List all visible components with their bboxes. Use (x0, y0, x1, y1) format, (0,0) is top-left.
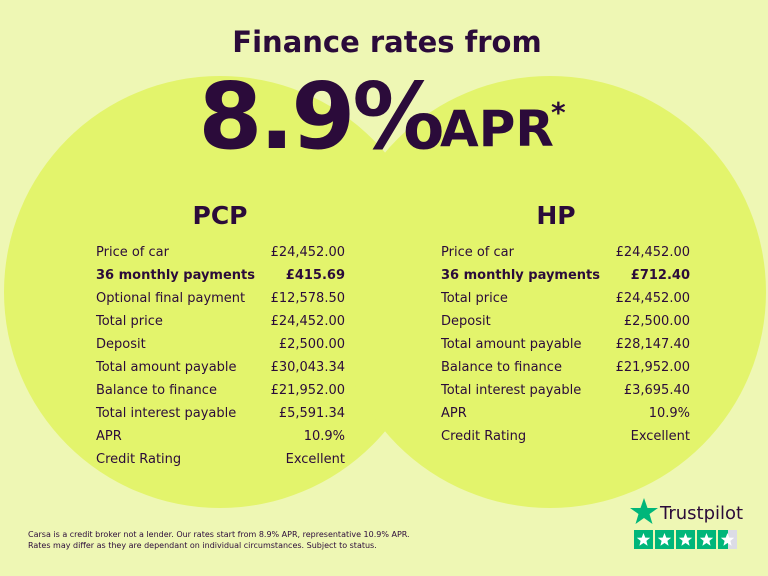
row-label: Credit Rating (441, 429, 526, 444)
rate-suffix: APR (440, 100, 554, 158)
title: Finance rates from (232, 25, 541, 59)
row-label: Total amount payable (95, 360, 237, 375)
row-label: Deposit (96, 337, 146, 352)
row-value: Excellent (286, 452, 345, 467)
trustpilot-label: Trustpilot (659, 503, 743, 524)
row-value: £21,952.00 (271, 383, 345, 398)
row-label: Credit Rating (96, 452, 181, 467)
row-value: 10.9% (304, 429, 345, 444)
row-label: 36 monthly payments (441, 268, 600, 283)
tables: PCP Price of car £24,452.00 36 monthly paym… (95, 201, 690, 467)
row-label: Total interest payable (95, 406, 236, 421)
row-value: Excellent (631, 429, 690, 444)
row-value: £21,952.00 (616, 360, 690, 375)
row-value: £415.69 (286, 268, 345, 283)
row-value: £24,452.00 (271, 314, 345, 329)
row-label: Total price (95, 314, 163, 329)
row-value: £24,452.00 (271, 245, 345, 260)
row-value: £28,147.40 (616, 337, 690, 352)
row-label: Balance to finance (96, 383, 217, 398)
circle-right (334, 76, 766, 508)
row-label: APR (96, 429, 122, 444)
table-title: HP (536, 201, 575, 230)
row-value: £5,591.34 (279, 406, 345, 421)
row-value: £30,043.34 (271, 360, 345, 375)
footer-line: Carsa is a credit broker not a lender. O… (28, 530, 410, 539)
row-label: Balance to finance (441, 360, 562, 375)
footer-line: Rates may differ as they are dependant o… (28, 541, 377, 550)
rating-stars (634, 530, 737, 549)
star (657, 533, 672, 546)
rate: 8.9% (198, 63, 442, 170)
star (636, 533, 651, 546)
row-label: Deposit (441, 314, 491, 329)
star (678, 533, 693, 546)
row-value: 10.9% (649, 406, 690, 421)
row-label: Total interest payable (440, 383, 581, 398)
star (720, 533, 735, 546)
row-label: Total amount payable (440, 337, 582, 352)
row-label: APR (441, 406, 467, 421)
star (699, 533, 714, 546)
row-value: £3,695.40 (624, 383, 690, 398)
row-value: £12,578.50 (271, 291, 345, 306)
trustpilot-logo (630, 498, 658, 524)
row-value: £2,500.00 (279, 337, 345, 352)
row-label: Price of car (441, 245, 515, 260)
row-value: £24,452.00 (616, 291, 690, 306)
asterisk: * (551, 96, 566, 129)
row-label: Total price (440, 291, 508, 306)
row-value: £712.40 (631, 268, 690, 283)
row-value: £24,452.00 (616, 245, 690, 260)
circle-left (4, 76, 436, 508)
row-value: £2,500.00 (624, 314, 690, 329)
row-label: 36 monthly payments (96, 268, 255, 283)
table-title: PCP (193, 201, 248, 230)
row-label: Price of car (96, 245, 170, 260)
trustpilot: Trustpilot (630, 498, 743, 549)
row-label: Optional final payment (96, 291, 245, 306)
